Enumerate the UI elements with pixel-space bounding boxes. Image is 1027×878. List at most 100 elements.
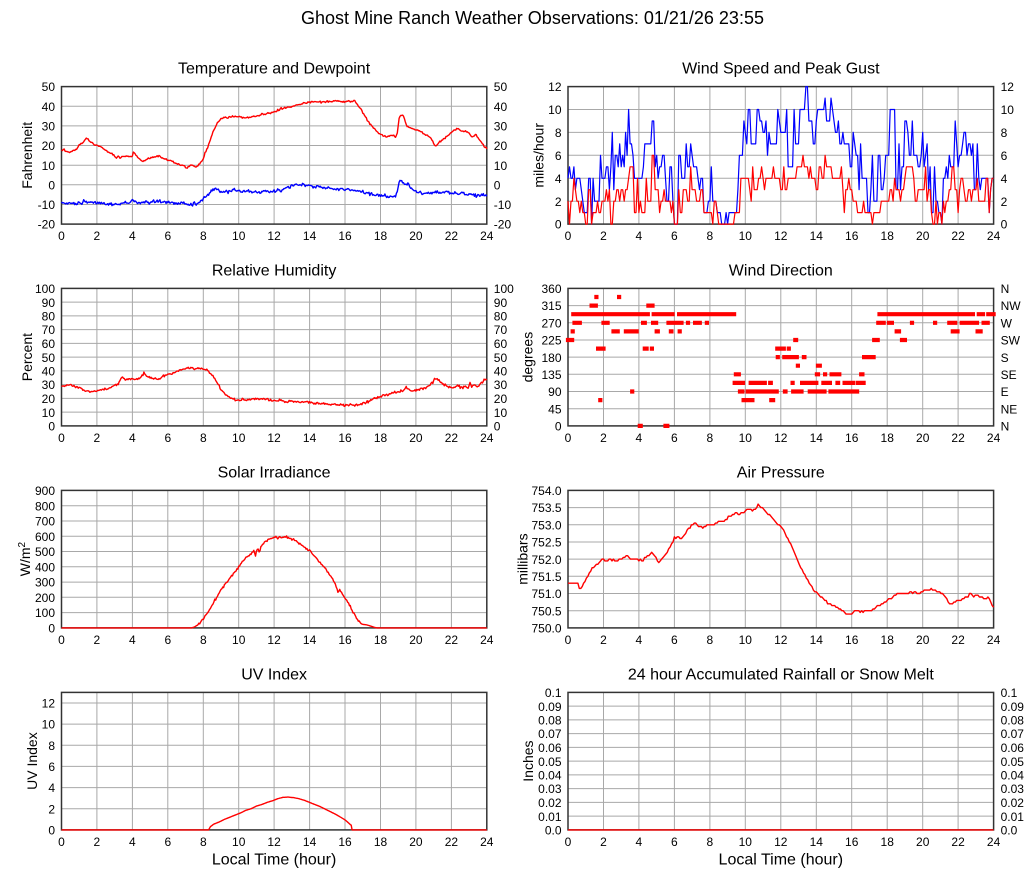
- svg-text:16: 16: [338, 431, 352, 445]
- svg-text:4: 4: [129, 229, 136, 243]
- svg-text:600: 600: [35, 530, 55, 544]
- svg-text:Fahrenheit: Fahrenheit: [19, 122, 35, 189]
- svg-text:2: 2: [555, 195, 562, 209]
- svg-text:24: 24: [987, 633, 1001, 647]
- svg-text:70: 70: [42, 323, 56, 337]
- svg-text:0.03: 0.03: [538, 782, 562, 796]
- svg-text:50: 50: [494, 80, 508, 94]
- svg-text:40: 40: [494, 100, 508, 114]
- svg-text:2: 2: [1001, 195, 1008, 209]
- svg-text:0: 0: [48, 178, 55, 192]
- svg-text:750.5: 750.5: [531, 604, 561, 618]
- svg-text:20: 20: [409, 633, 423, 647]
- svg-text:8: 8: [200, 431, 207, 445]
- svg-text:24: 24: [987, 431, 1001, 445]
- svg-text:10: 10: [42, 159, 56, 173]
- svg-text:22: 22: [445, 633, 459, 647]
- svg-text:4: 4: [1001, 172, 1008, 186]
- svg-text:16: 16: [338, 835, 352, 849]
- svg-text:6: 6: [164, 835, 171, 849]
- svg-text:8: 8: [707, 431, 714, 445]
- svg-text:500: 500: [35, 545, 55, 559]
- svg-text:8: 8: [555, 126, 562, 140]
- svg-text:12: 12: [774, 835, 788, 849]
- svg-text:8: 8: [200, 835, 207, 849]
- svg-text:100: 100: [35, 282, 55, 296]
- svg-text:6: 6: [164, 633, 171, 647]
- svg-text:24: 24: [480, 633, 494, 647]
- svg-text:-20: -20: [38, 218, 56, 232]
- svg-text:Wind Speed and Peak Gust: Wind Speed and Peak Gust: [682, 61, 880, 78]
- svg-text:22: 22: [951, 633, 965, 647]
- svg-text:0.06: 0.06: [538, 741, 562, 755]
- svg-text:degrees: degrees: [520, 332, 536, 383]
- svg-text:0: 0: [58, 633, 65, 647]
- svg-text:0: 0: [565, 229, 572, 243]
- svg-text:12: 12: [42, 697, 56, 711]
- svg-text:0.1: 0.1: [545, 686, 562, 700]
- svg-text:10: 10: [1001, 103, 1015, 117]
- svg-text:700: 700: [35, 515, 55, 529]
- svg-text:10: 10: [494, 159, 508, 173]
- svg-text:4: 4: [129, 835, 136, 849]
- svg-text:0.03: 0.03: [1001, 782, 1025, 796]
- svg-text:SW: SW: [1001, 334, 1021, 348]
- svg-text:millibars: millibars: [514, 533, 530, 584]
- svg-text:0: 0: [565, 633, 572, 647]
- svg-text:22: 22: [445, 835, 459, 849]
- svg-text:90: 90: [42, 296, 56, 310]
- svg-text:0.0: 0.0: [1001, 824, 1018, 838]
- svg-text:18: 18: [881, 431, 895, 445]
- svg-text:4: 4: [48, 781, 55, 795]
- svg-text:20: 20: [409, 431, 423, 445]
- svg-text:0.04: 0.04: [538, 769, 562, 783]
- svg-text:18: 18: [881, 633, 895, 647]
- svg-text:Relative Humidity: Relative Humidity: [212, 262, 336, 279]
- svg-text:E: E: [1001, 385, 1009, 399]
- svg-text:30: 30: [42, 378, 56, 392]
- svg-text:S: S: [1001, 351, 1009, 365]
- svg-text:16: 16: [338, 633, 352, 647]
- svg-text:0.01: 0.01: [1001, 810, 1025, 824]
- svg-text:30: 30: [494, 378, 508, 392]
- svg-text:0: 0: [58, 229, 65, 243]
- svg-text:40: 40: [494, 365, 508, 379]
- svg-text:753.5: 753.5: [531, 501, 561, 515]
- svg-text:SE: SE: [1001, 368, 1017, 382]
- svg-text:10: 10: [739, 229, 753, 243]
- svg-text:12: 12: [774, 431, 788, 445]
- svg-text:12: 12: [267, 835, 281, 849]
- svg-text:16: 16: [845, 835, 859, 849]
- svg-text:20: 20: [494, 139, 508, 153]
- svg-text:4: 4: [636, 835, 643, 849]
- svg-text:22: 22: [445, 229, 459, 243]
- svg-text:0: 0: [565, 835, 572, 849]
- svg-text:0.02: 0.02: [538, 796, 562, 810]
- svg-text:4: 4: [129, 633, 136, 647]
- svg-text:12: 12: [548, 80, 562, 94]
- svg-text:6: 6: [48, 760, 55, 774]
- svg-text:20: 20: [409, 229, 423, 243]
- svg-text:2: 2: [48, 802, 55, 816]
- svg-text:0.08: 0.08: [538, 714, 562, 728]
- svg-text:6: 6: [555, 149, 562, 163]
- svg-text:Local Time (hour): Local Time (hour): [719, 852, 844, 869]
- svg-text:0.02: 0.02: [1001, 796, 1025, 810]
- svg-text:4: 4: [636, 633, 643, 647]
- svg-text:0.09: 0.09: [1001, 700, 1025, 714]
- svg-text:10: 10: [739, 633, 753, 647]
- svg-text:0: 0: [494, 178, 501, 192]
- svg-text:2: 2: [600, 835, 607, 849]
- svg-text:Inches: Inches: [520, 740, 536, 781]
- svg-text:24: 24: [480, 229, 494, 243]
- svg-text:12: 12: [774, 229, 788, 243]
- svg-text:40: 40: [42, 365, 56, 379]
- svg-text:22: 22: [951, 835, 965, 849]
- svg-text:400: 400: [35, 560, 55, 574]
- svg-text:40: 40: [42, 100, 56, 114]
- svg-text:-10: -10: [38, 198, 56, 212]
- svg-text:0.1: 0.1: [1001, 686, 1018, 700]
- svg-text:2: 2: [600, 229, 607, 243]
- svg-text:W: W: [1001, 316, 1013, 330]
- svg-text:270: 270: [541, 316, 561, 330]
